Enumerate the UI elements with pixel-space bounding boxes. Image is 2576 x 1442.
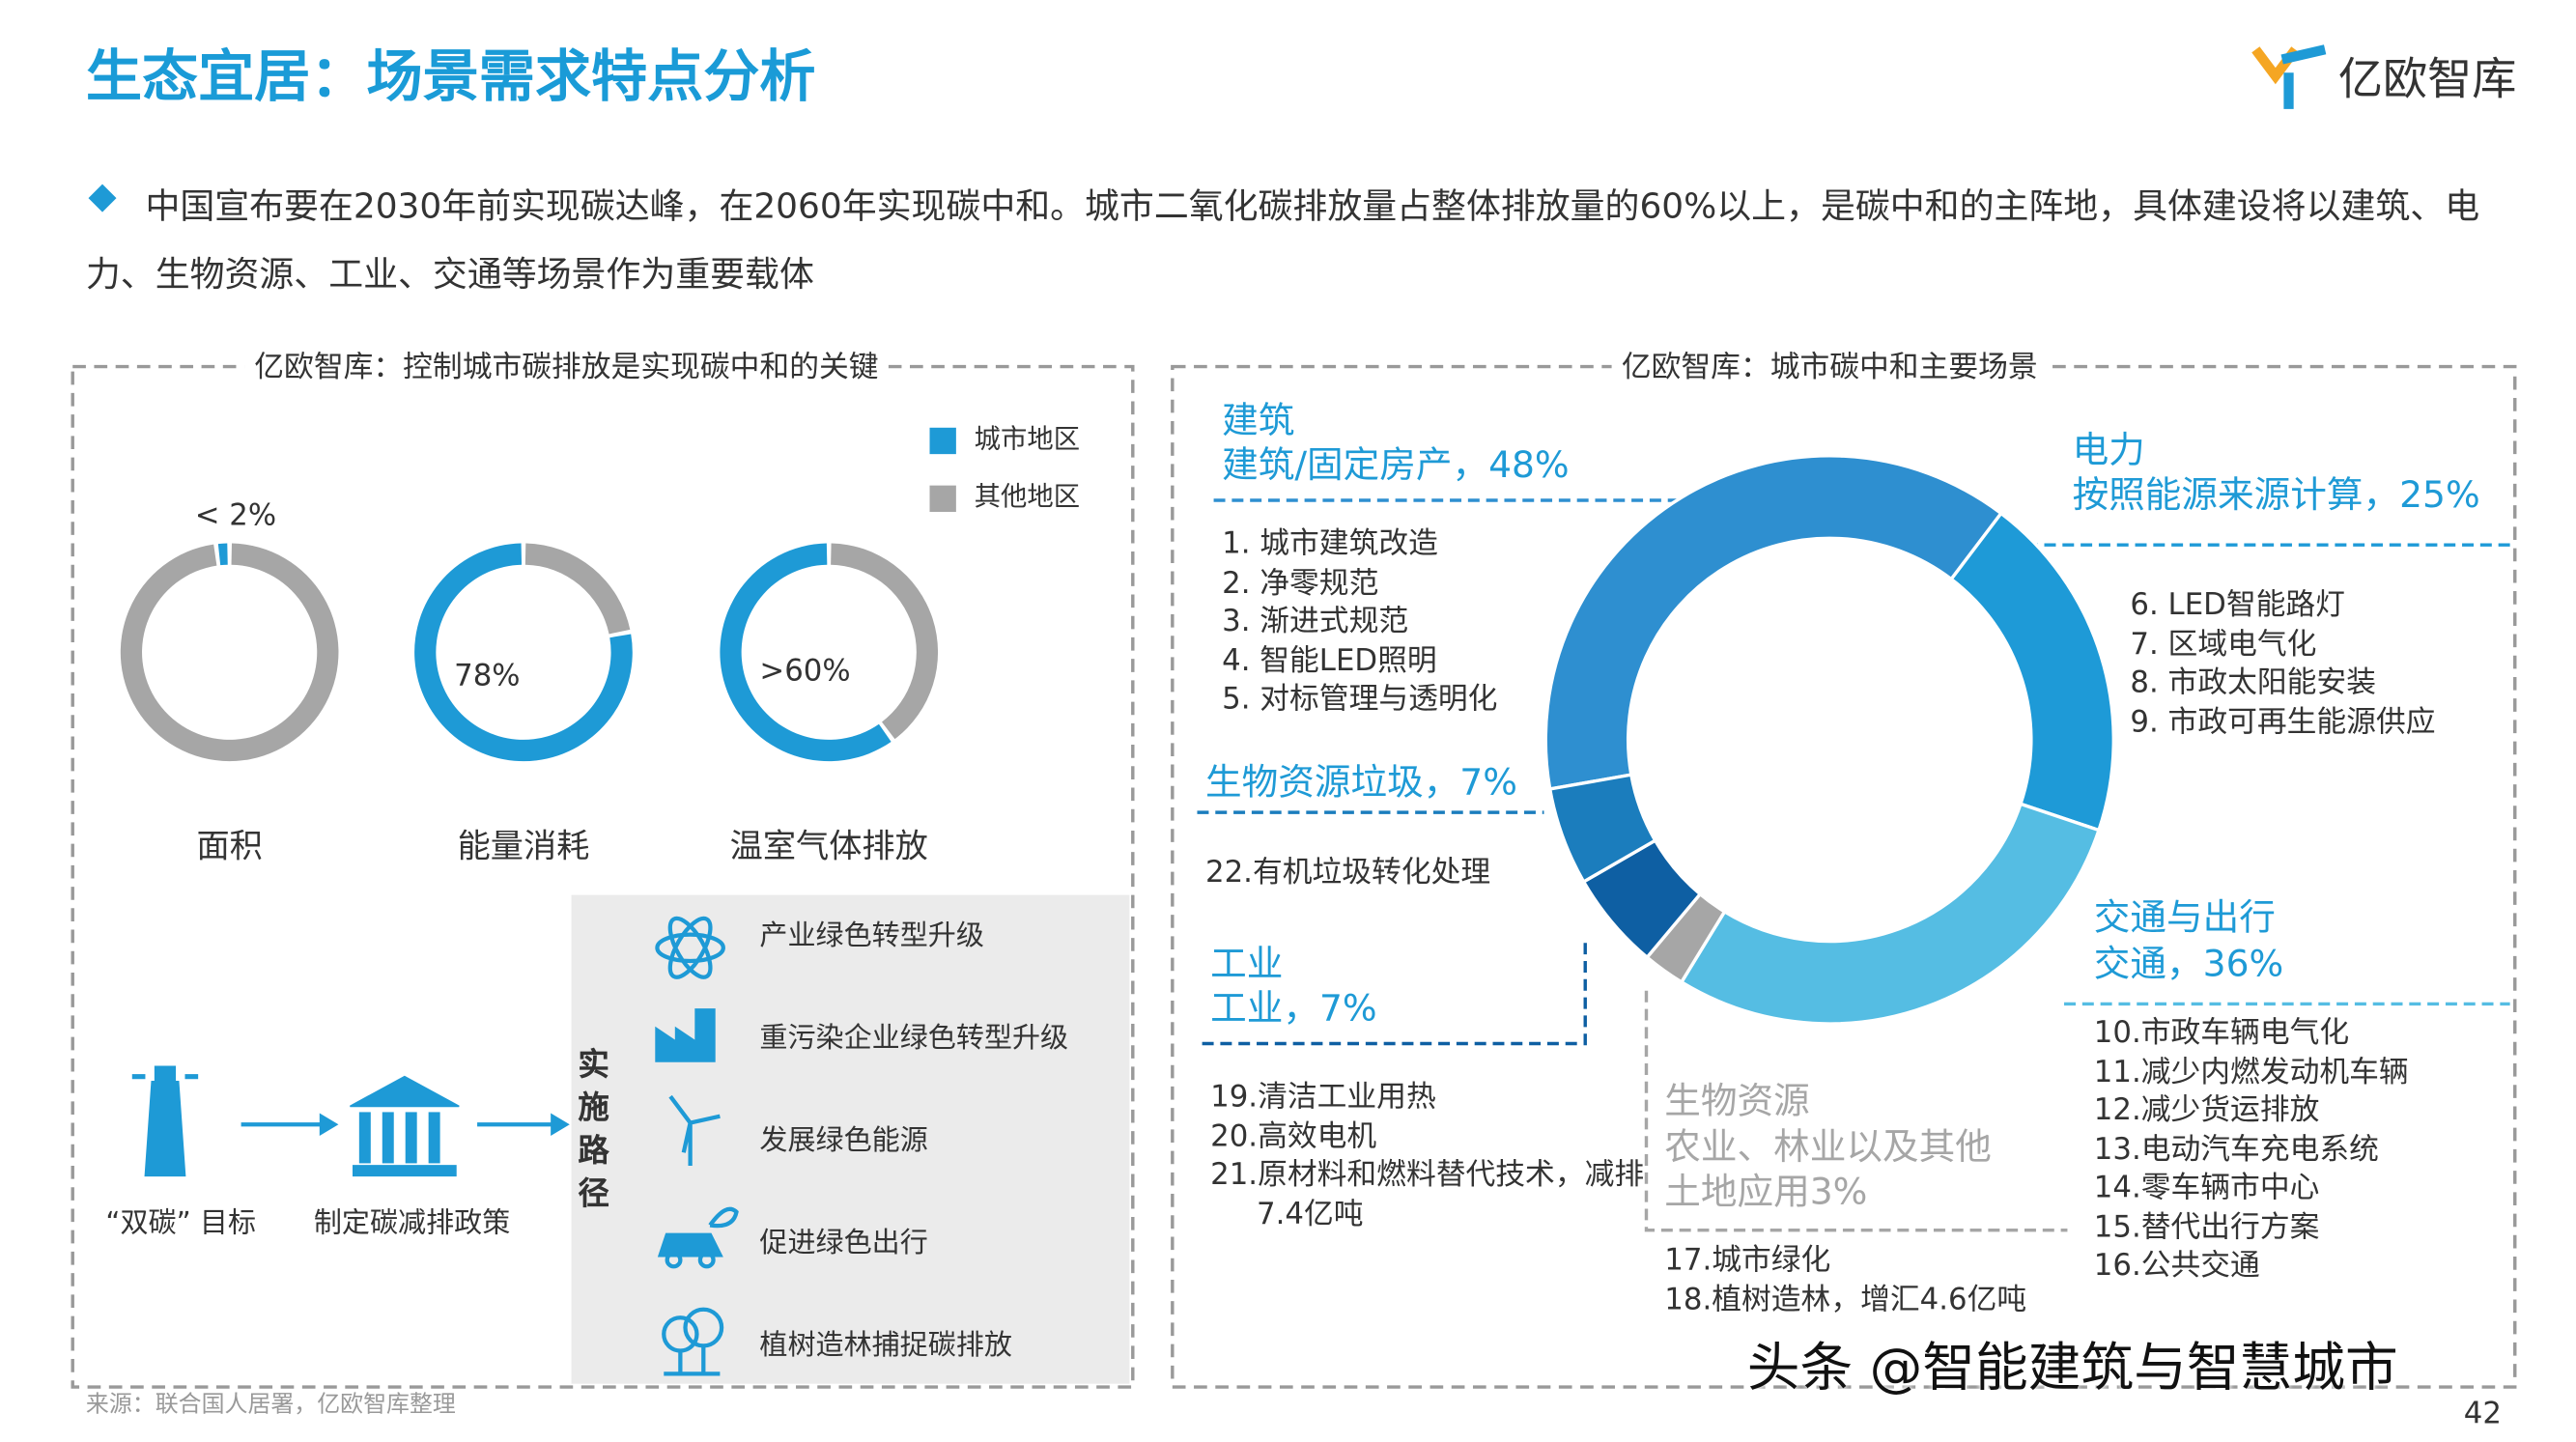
measure-icons xyxy=(655,916,739,1376)
scene-item: 7. 区域电气化 xyxy=(2130,626,2317,662)
donut-segment xyxy=(217,543,228,566)
scene-item: 20.高效电机 xyxy=(1210,1118,1377,1154)
scene-item: 12.减少货运排放 xyxy=(2093,1092,2320,1128)
legend-swatch xyxy=(929,485,956,512)
scene-item: 2. 净零规范 xyxy=(1222,565,1379,601)
page-title: 生态宜居：场景需求特点分析 xyxy=(85,44,816,111)
donut-segment xyxy=(720,543,892,762)
value-label: 78% xyxy=(454,659,521,694)
scene-value: 农业、林业以及其他土地应用3% xyxy=(1664,1127,1992,1214)
panel-title: 亿欧智库：城市碳中和主要场景 xyxy=(1611,350,2048,387)
scene-item: 3. 渐进式规范 xyxy=(1222,604,1409,639)
measure-label: 重污染企业绿色转型升级 xyxy=(759,1022,1069,1056)
category-label: 面积 xyxy=(196,825,263,865)
measure-label: 产业绿色转型升级 xyxy=(759,919,984,953)
intro-text: 中国宣布要在2030年前实现碳达峰，在2060年实现碳中和。城市二氧化碳排放量占… xyxy=(85,186,2480,295)
logo-text: 亿欧智库 xyxy=(2337,54,2517,106)
scene-name: 建筑 xyxy=(1222,401,1295,443)
scene-item: 15.替代出行方案 xyxy=(2093,1209,2320,1245)
scene-name: 生物资源 xyxy=(1664,1081,1810,1123)
scene-item: 4. 智能LED照明 xyxy=(1222,642,1437,678)
category-label: 能量消耗 xyxy=(457,825,590,865)
donut-segment xyxy=(1679,802,2102,1026)
scene-item: 22.有机垃圾转化处理 xyxy=(1205,855,1491,891)
scene-item: 9. 市政可再生能源供应 xyxy=(2130,704,2436,740)
scene-name: 工业 xyxy=(1210,944,1284,986)
legend-label: 其他地区 xyxy=(974,480,1081,512)
measures-box xyxy=(571,894,1130,1384)
policy-label: 制定碳减排政策 xyxy=(313,1206,511,1240)
scene-item: 21.原材料和燃料替代技术，减排7.4亿吨 xyxy=(1210,1157,1645,1231)
path-label: 实施路径 xyxy=(578,1046,609,1212)
left-icons xyxy=(131,1065,570,1177)
donut-segment xyxy=(831,543,939,740)
scene-item: 8. 市政太阳能安装 xyxy=(2130,664,2376,700)
scene-item: 6. LED智能路灯 xyxy=(2130,587,2345,623)
scene-item: 19.清洁工业用热 xyxy=(1210,1080,1436,1115)
donut-segment xyxy=(1543,454,2004,791)
scene-item: 17.城市绿化 xyxy=(1664,1243,1831,1279)
scene-item: 10.市政车辆电气化 xyxy=(2093,1015,2350,1051)
value-label: < 2% xyxy=(194,498,277,534)
logo-icon xyxy=(2251,44,2327,109)
scene-item: 1. 城市建筑改造 xyxy=(1222,526,1438,562)
scene-item: 14.零车辆市中心 xyxy=(2093,1171,2320,1206)
watermark: 头条 @智能建筑与智慧城市 xyxy=(1746,1336,2398,1400)
scene-value: 工业，7% xyxy=(1210,989,1377,1031)
scene-item: 18.植树造林，增汇4.6亿吨 xyxy=(1664,1282,2027,1317)
donut-segment xyxy=(120,543,339,762)
legend-swatch xyxy=(929,427,956,455)
donut-segment xyxy=(524,543,631,635)
source-note: 来源：联合国人居署，亿欧智库整理 xyxy=(85,1392,456,1419)
scene-item: 16.公共交通 xyxy=(2093,1248,2260,1284)
goal-label: “双碳” 目标 xyxy=(105,1206,257,1240)
scene-item: 11.减少内燃发动机车辆 xyxy=(2093,1054,2409,1089)
panel-title: 亿欧智库：控制城市碳排放是实现碳中和的关键 xyxy=(244,350,889,387)
left-panel-border xyxy=(71,364,1135,1389)
scene-value: 建筑/固定房产，48% xyxy=(1222,445,1570,488)
measure-label: 植树造林捕捉碳排放 xyxy=(759,1329,1012,1363)
scene-value: 生物资源垃圾，7% xyxy=(1205,762,1517,805)
scene-value: 按照能源来源计算，25% xyxy=(2072,475,2480,518)
measure-label: 发展绿色能源 xyxy=(759,1124,928,1158)
donut-segment xyxy=(1547,773,1657,885)
value-label: >60% xyxy=(759,654,851,689)
scene-name: 电力 xyxy=(2072,431,2145,472)
scene-item: 5. 对标管理与透明化 xyxy=(1222,682,1498,717)
scene-item: 13.电动汽车充电系统 xyxy=(2093,1131,2379,1167)
category-label: 温室气体排放 xyxy=(729,825,928,865)
donut-segment xyxy=(1948,511,2115,833)
measure-label: 促进绿色出行 xyxy=(759,1227,928,1260)
scene-value: 交通，36% xyxy=(2093,944,2284,986)
scene-name: 交通与出行 xyxy=(2093,898,2276,940)
page-number: 42 xyxy=(2463,1397,2502,1432)
legend-label: 城市地区 xyxy=(974,422,1081,455)
